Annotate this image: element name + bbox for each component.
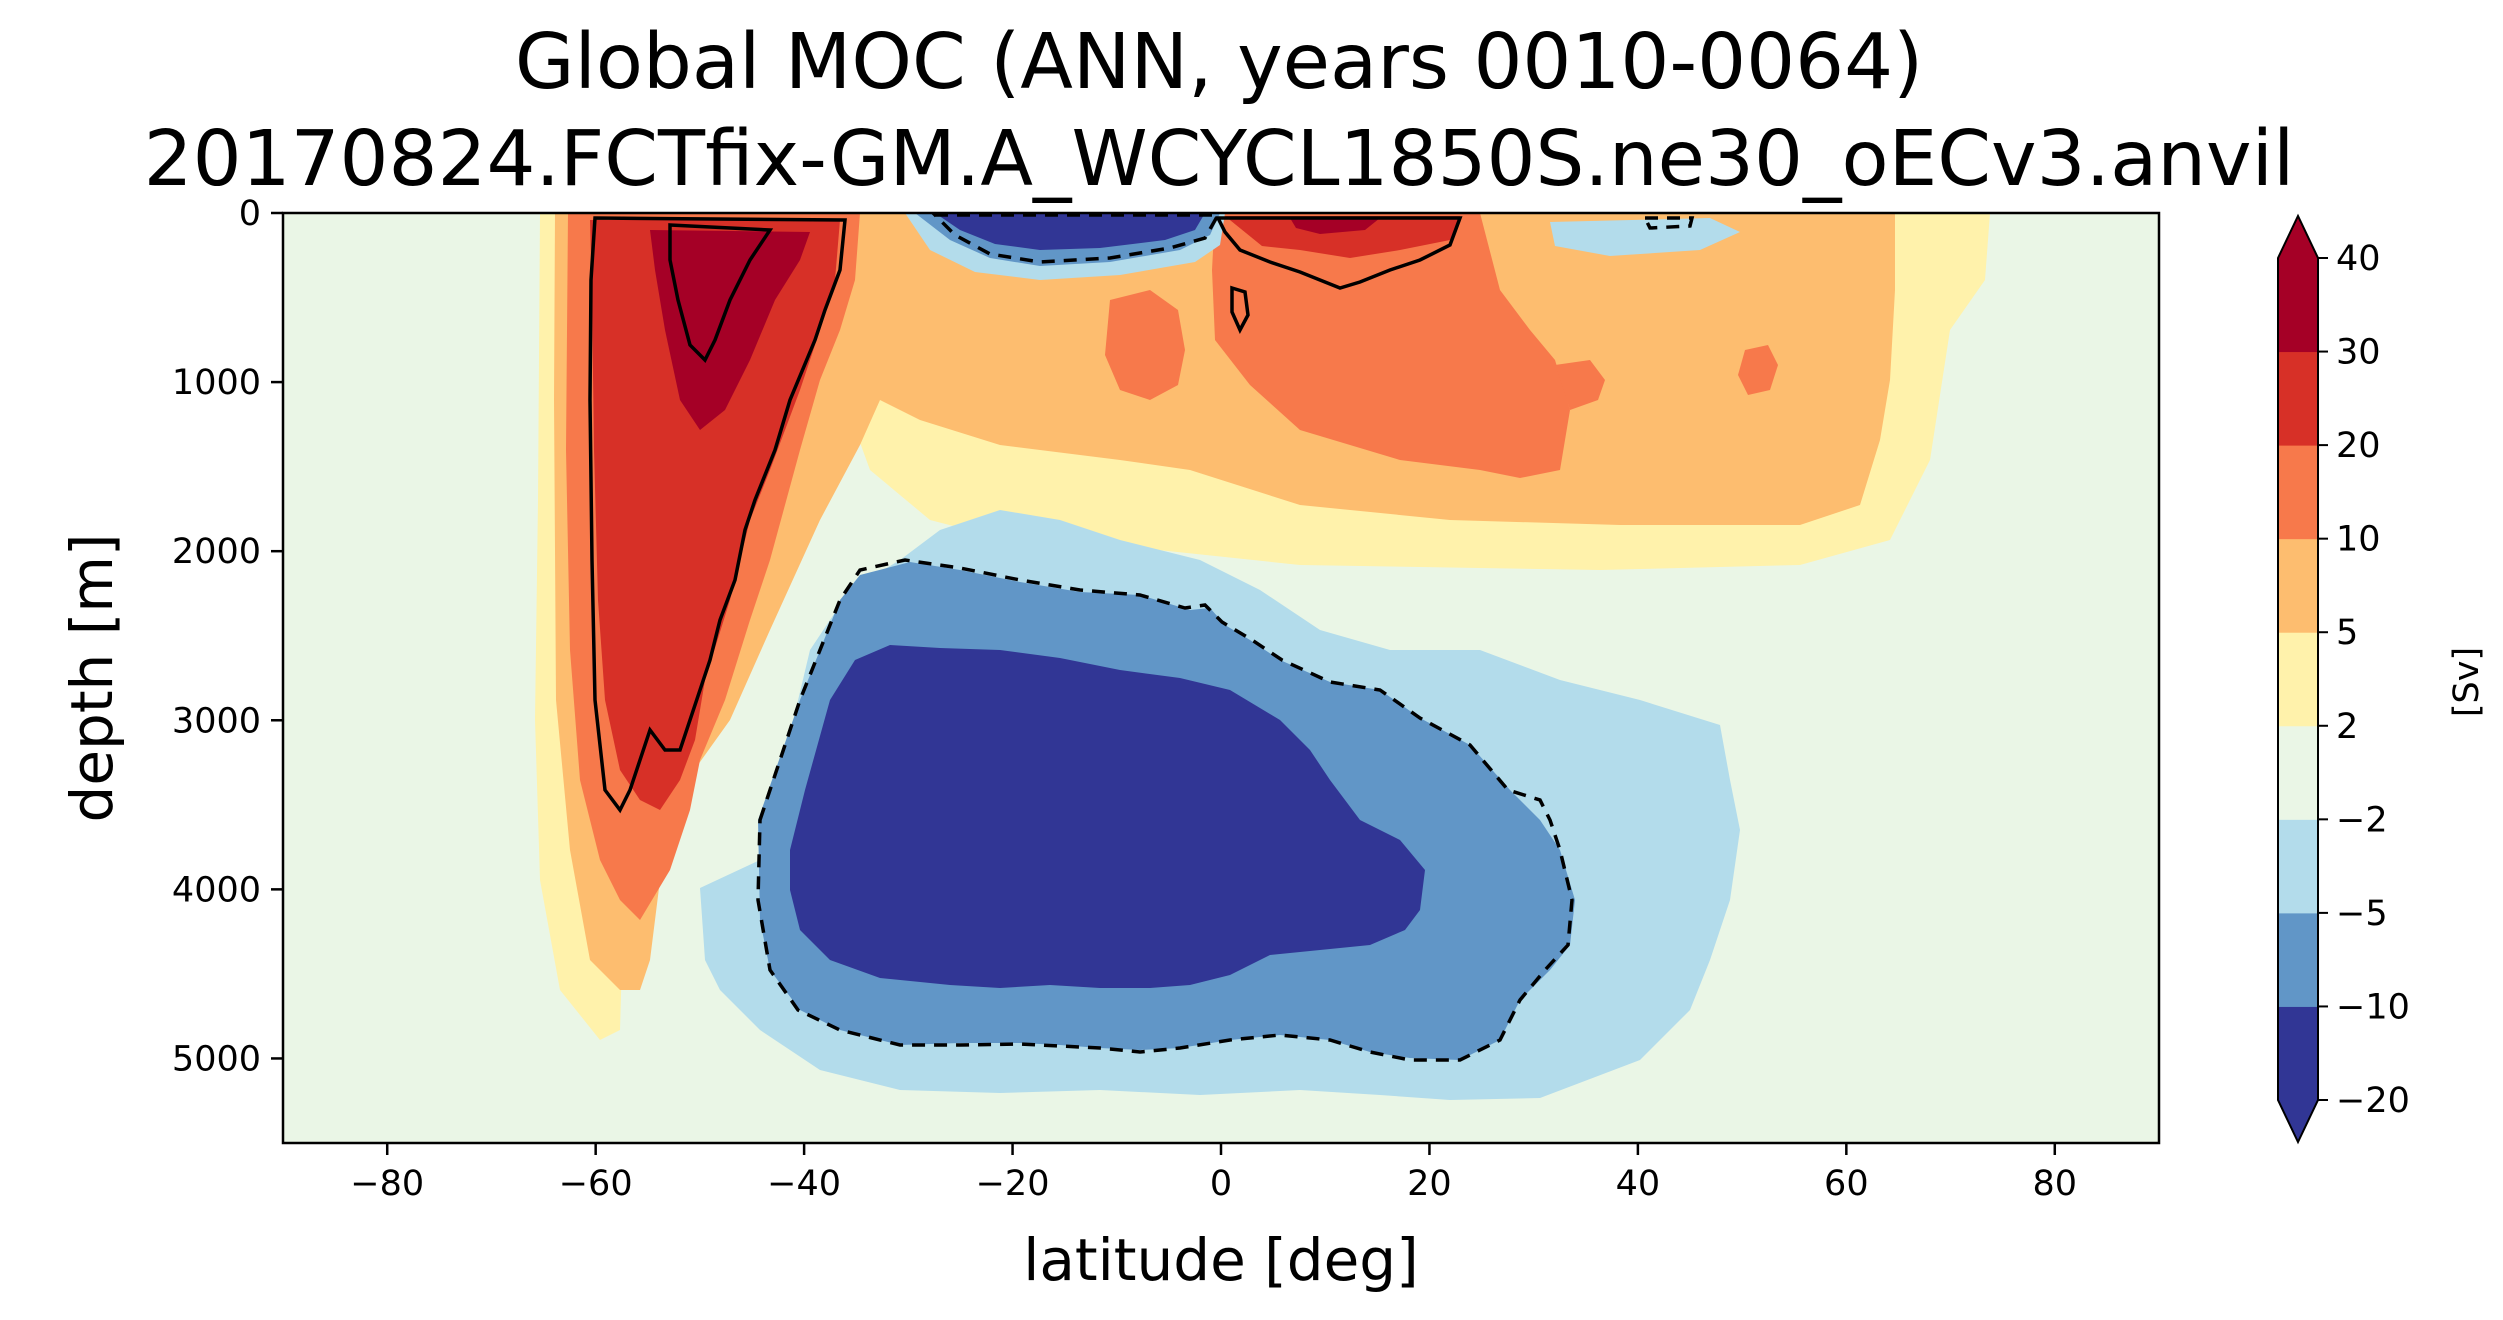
x-tick-label: 20 (1407, 1164, 1452, 1204)
colorbar-tick-label: 10 (2336, 520, 2381, 560)
colorbar-label: [Sv] (2447, 647, 2487, 717)
colorbar-tick-label: −10 (2336, 987, 2410, 1027)
contour-line-m10-surface (930, 213, 1221, 264)
contour-fill-20-30-north (1225, 216, 1460, 258)
contour-fill-10-20-patch-a (1105, 290, 1185, 400)
y-tick-label: 4000 (172, 870, 261, 910)
x-tick-label: 80 (2033, 1164, 2078, 1204)
contour-fill-10-20-patch-c (1738, 345, 1778, 395)
y-tick-label: 5000 (172, 1039, 261, 1079)
y-tick-label: 2000 (172, 532, 261, 572)
x-axis-ticks: −80 −60 −40 −20 0 20 40 60 80 (350, 1143, 2077, 1204)
x-axis-label: latitude [deg] (1023, 1226, 1419, 1294)
colorbar-extend-low (2278, 1100, 2318, 1142)
x-tick-label: 0 (1210, 1164, 1232, 1204)
x-tick-label: −20 (976, 1164, 1050, 1204)
colorbar-tick-label: −2 (2336, 800, 2388, 840)
y-axis-label: depth [m] (58, 533, 126, 822)
y-tick-label: 0 (239, 194, 261, 234)
contour-line-20-north-patch (1230, 285, 1250, 334)
colorbar-extend-high (2278, 216, 2318, 258)
colorbar-tick-label: 40 (2336, 239, 2381, 279)
contour-fill-30-40 (650, 230, 810, 430)
contour-line-m10-surface-north (1642, 216, 1695, 230)
colorbar-segment (2278, 351, 2318, 446)
colorbar-tick-label: 30 (2336, 333, 2381, 373)
colorbar-segment (2278, 258, 2318, 353)
colorbar-segment (2278, 632, 2318, 727)
contour-fill-m2-m5-north (1550, 218, 1740, 256)
colorbar-tick-label: 5 (2336, 613, 2358, 653)
colorbar-segment (2278, 538, 2318, 633)
contour-fill-10-20-north (1212, 213, 1570, 478)
y-tick-label: 3000 (172, 701, 261, 741)
contour-fill-20-30 (590, 220, 840, 810)
colorbar-segment (2278, 912, 2318, 1007)
colorbar-segment (2278, 1006, 2318, 1101)
y-tick-label: 1000 (172, 363, 261, 403)
contour-fill-30-40-north (1290, 218, 1380, 234)
x-tick-label: −60 (559, 1164, 633, 1204)
x-tick-label: 60 (1824, 1164, 1869, 1204)
x-tick-label: −80 (350, 1164, 424, 1204)
chart-subtitle: 20170824.FCTfix-GM.A_WCYCL1850S.ne30_oEC… (144, 115, 2295, 204)
filled-contours (283, 213, 2159, 1143)
contour-line-20-south (588, 216, 847, 814)
contour-fill-m10-m20-abyss (790, 645, 1425, 988)
contour-fill-10-20-patch-b (1555, 360, 1605, 410)
contour-line-20-core (668, 223, 774, 363)
contour-fill-m10-m20-surface (935, 213, 1205, 250)
colorbar-segment (2278, 725, 2318, 820)
contour-line-m10-abyss (756, 558, 1574, 1062)
colorbar-tick-label: −20 (2336, 1081, 2410, 1121)
chart-title: Global MOC (ANN, years 0010-0064) (515, 18, 1923, 107)
colorbar-tick-label: −5 (2336, 894, 2388, 934)
colorbar-tick-label: 2 (2336, 707, 2358, 747)
x-tick-label: −40 (767, 1164, 841, 1204)
colorbar-segment (2278, 445, 2318, 540)
colorbar: −20 −10 −5 −2 2 5 10 20 30 40 (2277, 213, 2410, 1145)
x-tick-label: 40 (1616, 1164, 1661, 1204)
contour-line-20-north (1215, 216, 1463, 290)
colorbar-segment (2278, 819, 2318, 914)
y-axis-ticks: 0 1000 2000 3000 4000 5000 (172, 194, 283, 1079)
colorbar-tick-label: 20 (2336, 426, 2381, 466)
